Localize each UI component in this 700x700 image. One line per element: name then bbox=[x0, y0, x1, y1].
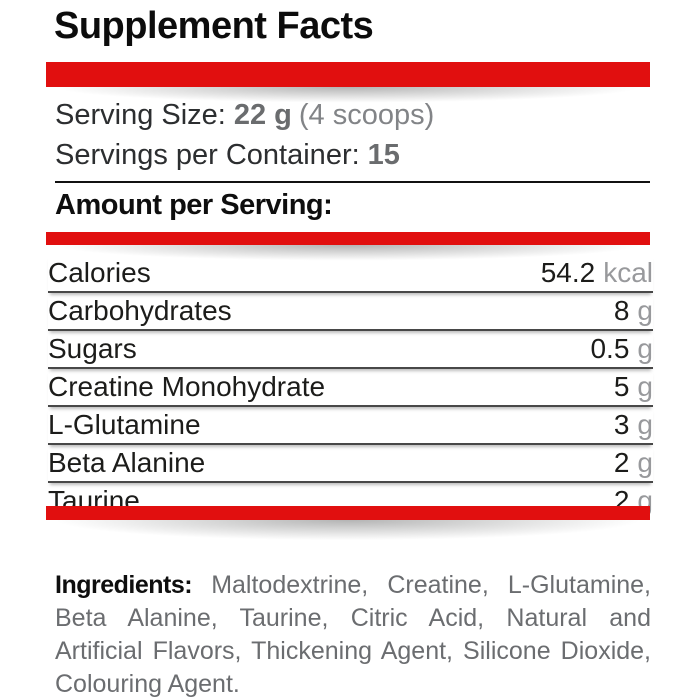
nutrient-name: Carbohydrates bbox=[48, 295, 232, 326]
divider-shadow bbox=[46, 245, 650, 265]
table-row: Sugars 0.5 g bbox=[48, 331, 653, 369]
divider-shadow bbox=[46, 87, 650, 107]
nutrient-value: 2 bbox=[613, 447, 630, 478]
section-rule bbox=[55, 181, 650, 183]
nutrient-value: 54.2 bbox=[540, 257, 596, 288]
ingredients-text: Maltodextrine, Creatine, L-Glutamine, Be… bbox=[55, 571, 652, 698]
nutrient-name: Creatine Monohydrate bbox=[48, 371, 326, 402]
table-row: Calories 54.2 kcal bbox=[48, 255, 653, 293]
nutrient-unit: g bbox=[637, 409, 653, 440]
nutrient-name: Calories bbox=[48, 257, 151, 288]
serving-size-row: Serving Size: 22 g (4 scoops) bbox=[55, 99, 434, 132]
ingredients-label: Ingredients: bbox=[55, 571, 193, 599]
servings-per-container-row: Servings per Container: 15 bbox=[55, 139, 400, 172]
nutrient-name: L-Glutamine bbox=[48, 409, 201, 440]
serving-size-label: Serving Size: bbox=[55, 99, 226, 131]
nutrient-value: 3 bbox=[613, 409, 630, 440]
nutrient-amount: 0.5 g bbox=[590, 333, 653, 365]
nutrient-value: 5 bbox=[613, 371, 630, 402]
divider-bar-top bbox=[46, 62, 650, 87]
page-title: Supplement Facts bbox=[54, 5, 374, 47]
nutrient-unit: kcal bbox=[603, 257, 653, 288]
nutrient-name: Beta Alanine bbox=[48, 447, 206, 478]
nutrient-unit: g bbox=[637, 333, 653, 364]
servings-per-container-value: 15 bbox=[367, 139, 400, 171]
nutrient-amount: 54.2 kcal bbox=[541, 257, 653, 289]
serving-size-note: (4 scoops) bbox=[298, 99, 435, 131]
nutrient-unit: g bbox=[637, 295, 653, 326]
divider-shadow bbox=[46, 520, 650, 546]
nutrient-unit: g bbox=[637, 371, 653, 402]
nutrient-value: 8 bbox=[613, 295, 630, 326]
divider-bar-middle bbox=[46, 232, 650, 245]
nutrient-value: 0.5 bbox=[590, 333, 630, 364]
serving-size-value: 22 g bbox=[233, 99, 292, 131]
divider-bar-bottom bbox=[46, 506, 650, 520]
ingredients-paragraph: Ingredients: Maltodextrine, Creatine, L-… bbox=[55, 569, 651, 700]
amount-per-serving-header: Amount per Serving: bbox=[55, 189, 333, 221]
nutrient-name: Sugars bbox=[48, 333, 137, 364]
nutrient-unit: g bbox=[637, 447, 653, 478]
servings-per-container-label: Servings per Container: bbox=[55, 139, 360, 171]
